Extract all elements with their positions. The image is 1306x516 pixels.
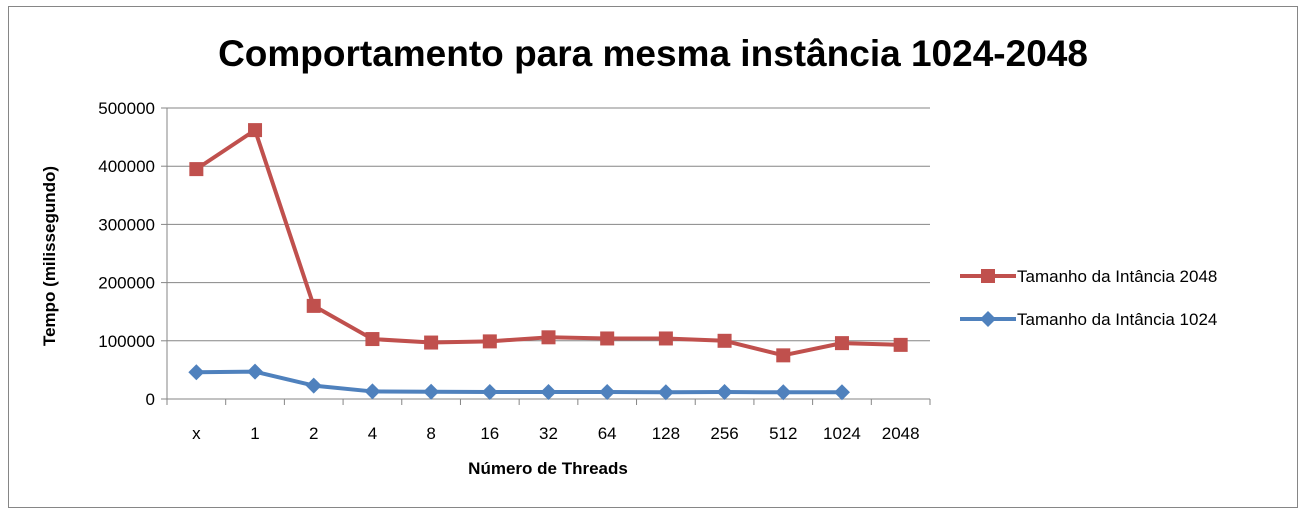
data-point [775, 384, 792, 401]
data-point [981, 269, 995, 283]
y-tick-label: 0 [146, 390, 155, 409]
x-tick-label: 32 [539, 424, 558, 443]
data-point [716, 384, 733, 401]
legend-item[interactable]: Tamanho da Intância 1024 [960, 310, 1217, 329]
x-tick-label: 256 [710, 424, 738, 443]
x-tick-label: 1 [250, 424, 259, 443]
gridlines [167, 107, 930, 342]
data-point [189, 162, 204, 177]
series-instancia-1024 [188, 363, 850, 401]
legend-label: Tamanho da Intância 1024 [1017, 310, 1217, 329]
x-tick-label: 512 [769, 424, 797, 443]
data-point [540, 384, 557, 401]
data-point [833, 384, 850, 401]
series-line [196, 369, 842, 395]
y-axis-title: Tempo (milissegundo) [40, 166, 59, 346]
data-point [541, 330, 556, 345]
data-point [424, 335, 439, 350]
y-tick-label: 300000 [98, 215, 155, 234]
data-point [776, 348, 791, 363]
data-point [980, 311, 996, 327]
y-tick-label: 500000 [98, 99, 155, 118]
legend[interactable]: Tamanho da Intância 2048 Tamanho da Intân… [960, 267, 1217, 329]
data-point [365, 332, 380, 347]
chart-frame [8, 6, 1298, 508]
data-point [657, 384, 674, 401]
data-point [658, 331, 673, 346]
series-line [195, 128, 901, 358]
x-tick-label: 1024 [823, 424, 861, 443]
data-point [423, 383, 440, 400]
x-tick-label: 128 [652, 424, 680, 443]
data-point [247, 363, 264, 380]
data-point [364, 383, 381, 400]
x-tick-label: 8 [426, 424, 435, 443]
y-tick-label: 400000 [98, 157, 155, 176]
data-point [599, 384, 616, 401]
axes [161, 107, 931, 405]
y-tick-label: 100000 [98, 332, 155, 351]
y-tick-label: 200000 [98, 274, 155, 293]
x-tick-label: 2 [309, 424, 318, 443]
legend-label: Tamanho da Intância 2048 [1017, 267, 1217, 286]
y-tick-labels: 0 100000 200000 300000 400000 500000 [98, 99, 155, 409]
data-point [481, 384, 498, 401]
data-point [717, 333, 732, 348]
data-point [834, 336, 849, 351]
x-tick-label: x [192, 424, 201, 443]
series-instancia-2048 [189, 123, 908, 363]
data-point [305, 377, 322, 394]
data-point [482, 334, 497, 349]
data-point [248, 123, 263, 138]
data-point [893, 337, 908, 352]
x-tick-label: 64 [598, 424, 617, 443]
x-tick-label: 16 [480, 424, 499, 443]
chart-title: Comportamento para mesma instância 1024-… [218, 33, 1088, 74]
data-point [306, 298, 321, 313]
x-tick-label: 2048 [882, 424, 920, 443]
data-point [188, 364, 205, 381]
x-tick-label: 4 [368, 424, 377, 443]
x-tick-labels: x 1 2 4 8 16 32 64 128 256 512 1024 2048 [192, 424, 919, 443]
x-axis-title: Número de Threads [468, 459, 628, 478]
legend-item[interactable]: Tamanho da Intância 2048 [960, 267, 1217, 286]
data-point [600, 331, 615, 346]
series-layer [188, 123, 908, 401]
